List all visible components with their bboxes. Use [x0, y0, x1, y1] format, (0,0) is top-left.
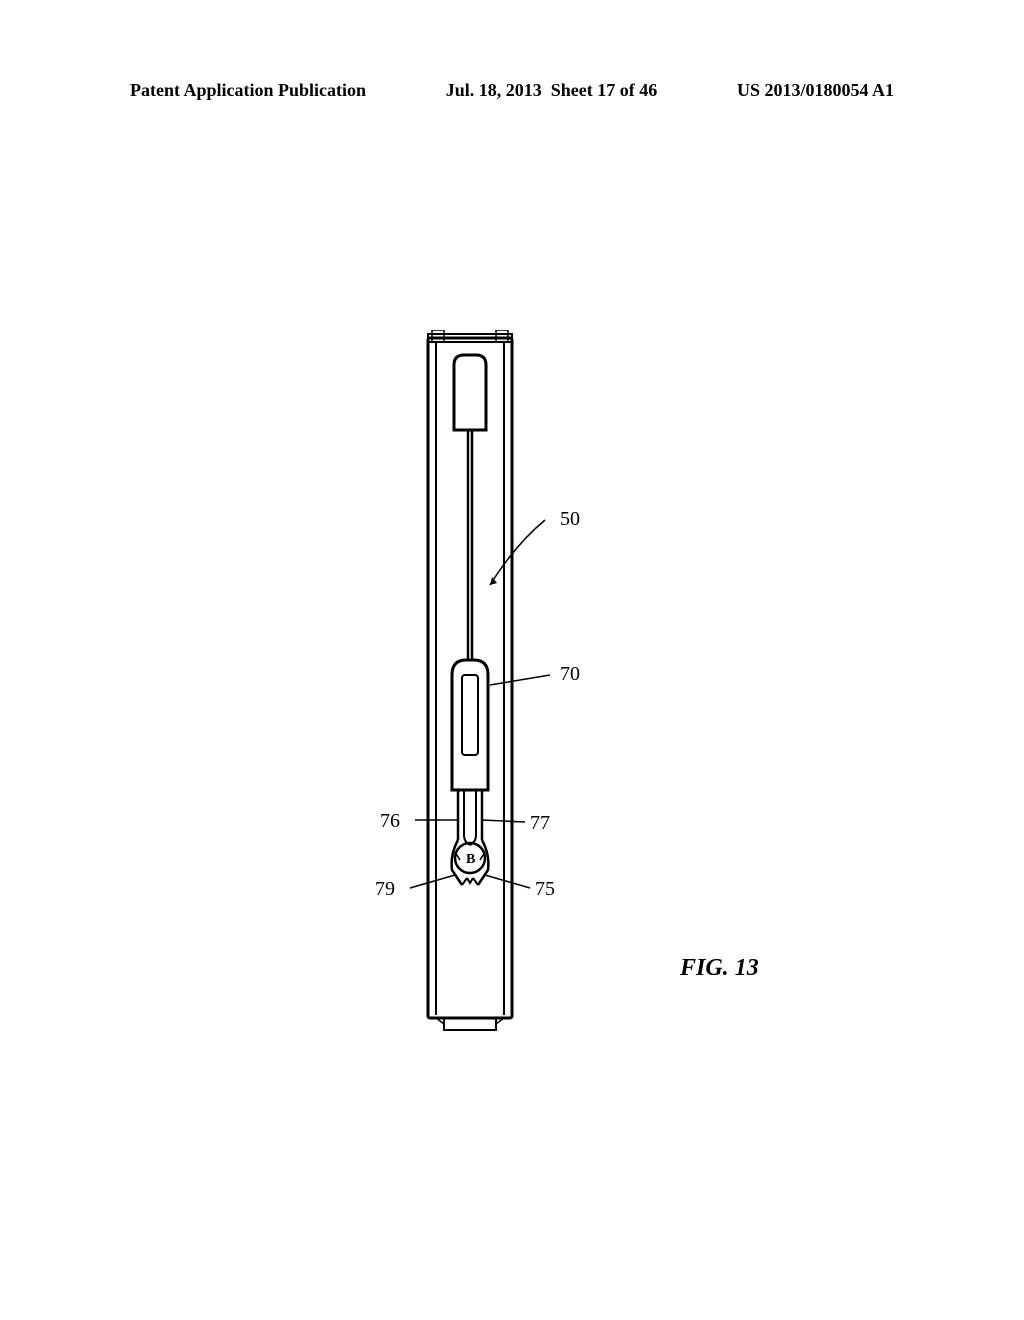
header-date-sheet: Jul. 18, 2013 Sheet 17 of 46: [446, 80, 658, 101]
figure-caption: FIG. 13: [680, 955, 759, 982]
figure-drawing: B: [400, 330, 660, 1050]
figure-prefix: FIG.: [680, 955, 729, 981]
ref-70: 70: [560, 663, 580, 686]
ref-B-text: B: [466, 852, 475, 867]
ref-79: 79: [375, 878, 395, 901]
ref-75: 75: [535, 878, 555, 901]
patent-figure: B: [400, 330, 520, 1030]
ref-77: 77: [530, 812, 550, 835]
header-sheet: Sheet 17 of 46: [551, 80, 658, 100]
header-date: Jul. 18, 2013: [446, 80, 542, 100]
page-header: Patent Application Publication Jul. 18, …: [0, 80, 1024, 101]
ref-50: 50: [560, 508, 580, 531]
header-publication: Patent Application Publication: [130, 80, 366, 101]
header-patent-number: US 2013/0180054 A1: [737, 80, 894, 101]
ref-76: 76: [380, 810, 400, 833]
figure-number: 13: [735, 955, 759, 981]
